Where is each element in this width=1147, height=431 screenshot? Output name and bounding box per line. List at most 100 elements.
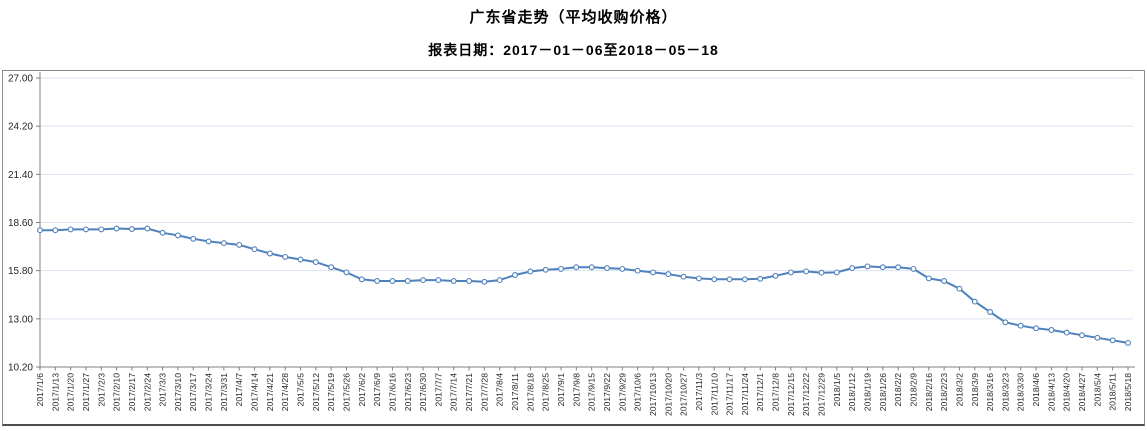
x-axis-label: 2017/7/28 [479, 373, 489, 411]
data-point [864, 263, 871, 270]
x-axis-label: 2017/10/13 [648, 373, 658, 416]
data-point [113, 225, 120, 232]
x-axis-label: 2017/4/7 [234, 373, 244, 407]
data-point [803, 268, 810, 275]
data-point [312, 259, 319, 266]
data-point [604, 265, 610, 272]
x-axis-label: 2017/2/10 [112, 373, 122, 411]
data-point [879, 264, 886, 271]
y-axis-label: 24.20 [8, 122, 33, 133]
data-point [910, 265, 917, 272]
x-axis-label: 2018/1/19 [862, 373, 872, 411]
x-axis-label: 2017/6/9 [372, 373, 382, 407]
y-axis-label: 13.00 [8, 314, 33, 325]
x-axis-label: 2017/12/22 [801, 373, 811, 416]
x-axis-label: 2018/3/9 [970, 373, 980, 407]
data-point [956, 285, 963, 292]
x-axis-label: 2018/3/30 [1016, 373, 1026, 411]
y-axis-label: 21.40 [8, 170, 33, 181]
data-line [39, 227, 1129, 344]
data-point [1033, 325, 1040, 332]
data-point [236, 241, 243, 248]
x-axis-label: 2018/2/9 [908, 373, 918, 407]
data-point [282, 253, 289, 260]
data-point [542, 266, 549, 273]
data-point [818, 269, 825, 276]
x-axis-label: 2018/3/2 [954, 373, 964, 407]
data-point [420, 277, 427, 284]
x-axis-label: 2017/6/16 [387, 373, 397, 411]
x-axis-label: 2018/5/4 [1092, 373, 1102, 407]
x-axis-label: 2017/9/8 [571, 373, 581, 407]
data-point [849, 265, 856, 272]
data-point [987, 309, 994, 315]
data-point [941, 278, 948, 284]
data-point [466, 278, 473, 284]
x-axis-label: 2017/9/15 [587, 373, 597, 411]
data-point [220, 240, 227, 247]
data-point [527, 268, 534, 275]
x-axis-label: 2017/8/4 [495, 373, 505, 407]
x-axis-label: 2017/1/27 [81, 373, 91, 411]
data-point [895, 264, 902, 271]
x-axis-label: 2017/6/2 [357, 373, 367, 407]
data-point [67, 226, 74, 233]
x-axis-label: 2017/12/29 [817, 373, 827, 416]
data-point [1109, 337, 1116, 344]
x-axis-label: 2017/12/8 [771, 373, 781, 411]
x-axis-label: 2018/2/23 [939, 373, 949, 411]
x-axis-label: 2017/10/20 [663, 373, 673, 416]
data-point [833, 269, 840, 276]
data-point [1125, 339, 1131, 346]
data-point [144, 225, 151, 232]
data-point [1094, 334, 1101, 341]
data-point [481, 278, 488, 285]
x-axis-label: 2017/2/17 [127, 373, 137, 411]
data-point [695, 275, 702, 282]
data-point [512, 272, 518, 278]
x-axis-label: 2017/6/23 [403, 373, 413, 411]
data-point [174, 232, 181, 239]
data-point [971, 298, 978, 305]
data-point [404, 278, 411, 284]
x-axis-label: 2017/7/7 [433, 373, 443, 407]
data-point [634, 267, 641, 274]
x-axis-label: 2017/5/19 [326, 373, 336, 411]
x-axis-label: 2017/1/6 [35, 373, 45, 407]
x-axis-label: 2018/3/23 [1000, 373, 1010, 411]
y-axis-label: 27.00 [8, 74, 33, 85]
data-point [1063, 329, 1070, 336]
data-point [1017, 322, 1024, 329]
x-axis-label: 2017/8/11 [510, 373, 520, 411]
x-axis-label: 2017/9/1 [556, 373, 566, 407]
x-axis-label: 2017/5/26 [341, 373, 351, 411]
x-axis-label: 2017/12/1 [755, 373, 765, 411]
data-point [159, 229, 166, 236]
data-point [328, 264, 335, 271]
x-axis-label: 2017/6/30 [418, 373, 428, 411]
data-point [374, 278, 381, 284]
data-point [496, 277, 503, 284]
x-axis-label: 2017/4/28 [280, 373, 290, 411]
x-axis-label: 2018/1/26 [878, 373, 888, 411]
data-point [389, 278, 396, 284]
x-axis-label: 2018/5/18 [1123, 373, 1133, 411]
data-point [450, 278, 457, 284]
x-axis-label: 2017/4/14 [250, 373, 260, 411]
y-axis-label: 15.80 [8, 266, 33, 277]
x-axis-label: 2017/2/24 [142, 373, 152, 411]
data-point [619, 265, 626, 272]
x-axis-label: 2018/2/16 [924, 373, 934, 411]
data-point [83, 226, 89, 233]
x-axis-label: 2017/1/13 [50, 373, 60, 411]
data-point [588, 264, 595, 271]
data-point [190, 235, 197, 242]
data-point [772, 272, 779, 279]
x-axis-label: 2018/1/5 [832, 373, 842, 407]
x-axis-label: 2017/8/25 [541, 373, 551, 411]
x-axis-label: 2017/11/10 [709, 373, 719, 416]
x-axis-label: 2017/11/3 [694, 373, 704, 411]
x-axis-label: 2017/5/5 [296, 373, 306, 407]
